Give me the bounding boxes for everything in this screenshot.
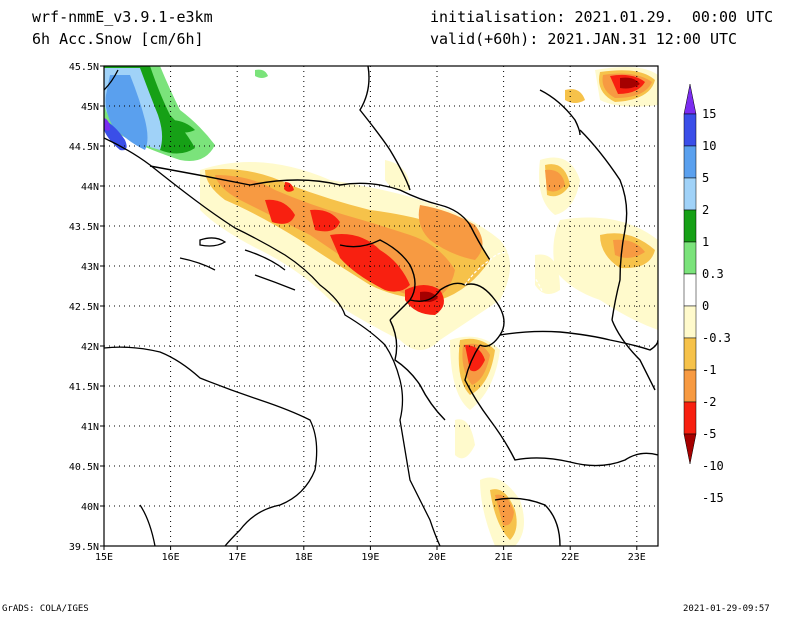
lon-label: 18E xyxy=(295,552,313,563)
longitude-labels: 15E 16E 17E 18E 19E 20E 21E 22E 23E xyxy=(95,546,646,563)
colorbar-label: 1 xyxy=(702,235,709,249)
colorbar-swatch xyxy=(683,145,697,179)
colorbar-swatch xyxy=(683,401,697,435)
lat-label: 40N xyxy=(81,502,99,513)
colorbar-swatch xyxy=(683,209,697,243)
lat-label: 45N xyxy=(81,102,99,113)
colorbar-swatch xyxy=(683,305,697,339)
colorbar-top-arrow xyxy=(683,83,697,115)
colorbar-label: -0.3 xyxy=(702,331,731,345)
lat-label: 42N xyxy=(81,342,99,353)
lat-label: 45.5N xyxy=(69,62,99,73)
colorbar-label: 15 xyxy=(702,107,716,121)
colorbar-label: 0 xyxy=(702,299,709,313)
lon-label: 22E xyxy=(561,552,579,563)
lat-label: 40.5N xyxy=(69,462,99,473)
footer-right: 2021-01-29-09:57 xyxy=(683,604,770,614)
lat-label: 44.5N xyxy=(69,142,99,153)
colorbar-label: 2 xyxy=(702,203,709,217)
lat-label: 41N xyxy=(81,422,99,433)
colorbar-label: 0.3 xyxy=(702,267,724,281)
gridlines xyxy=(104,66,658,546)
valid-time: valid(+60h): 2021.JAN.31 12:00 UTC xyxy=(430,30,738,48)
colorbar-labels: 15 10 5 2 1 0.3 0 -0.3 -1 -2 -5 -10 -15 xyxy=(702,107,731,505)
province-borders xyxy=(464,251,546,331)
colorbar-label: -10 xyxy=(702,459,724,473)
colorbar-label: 5 xyxy=(702,171,709,185)
init-time: initialisation: 2021.01.29. 00:00 UTC xyxy=(430,8,774,26)
lat-label: 43.5N xyxy=(69,222,99,233)
lon-label: 23E xyxy=(628,552,646,563)
colorbar-bottom-arrow xyxy=(683,433,697,465)
colorbar-label: -2 xyxy=(702,395,716,409)
lon-label: 20E xyxy=(428,552,446,563)
lon-label: 19E xyxy=(361,552,379,563)
colorbar-swatch xyxy=(683,369,697,403)
colorbar-label: 10 xyxy=(702,139,716,153)
lon-label: 21E xyxy=(495,552,513,563)
colorbar-swatch xyxy=(683,241,697,275)
lon-label: 17E xyxy=(228,552,246,563)
colorbar-swatch xyxy=(683,113,697,147)
lat-label: 41.5N xyxy=(69,382,99,393)
colorbar-swatch xyxy=(683,273,697,307)
lon-label: 15E xyxy=(95,552,113,563)
colorbar-swatch xyxy=(683,337,697,371)
lat-label: 43N xyxy=(81,262,99,273)
colorbar-label: -1 xyxy=(702,363,716,377)
latitude-labels: 45.5N 45N 44.5N 44N 43.5N 43N 42.5N 42N 41.5N 41N… xyxy=(69,62,104,553)
colorbar xyxy=(683,83,697,465)
lat-label: 42.5N xyxy=(69,302,99,313)
footer-left: GrADS: COLA/IGES xyxy=(2,604,89,614)
colorbar-swatch xyxy=(683,177,697,211)
colorbar-label: -5 xyxy=(702,427,716,441)
colorbar-label: -15 xyxy=(702,491,724,505)
lat-label: 39.5N xyxy=(69,542,99,553)
model-title: wrf-nmmE_v3.9.1-e3km xyxy=(32,8,213,26)
field-title: 6h Acc.Snow [cm/6h] xyxy=(32,30,204,48)
lat-label: 44N xyxy=(81,182,99,193)
lon-label: 16E xyxy=(162,552,180,563)
coastlines xyxy=(104,69,441,546)
country-borders xyxy=(149,66,658,546)
